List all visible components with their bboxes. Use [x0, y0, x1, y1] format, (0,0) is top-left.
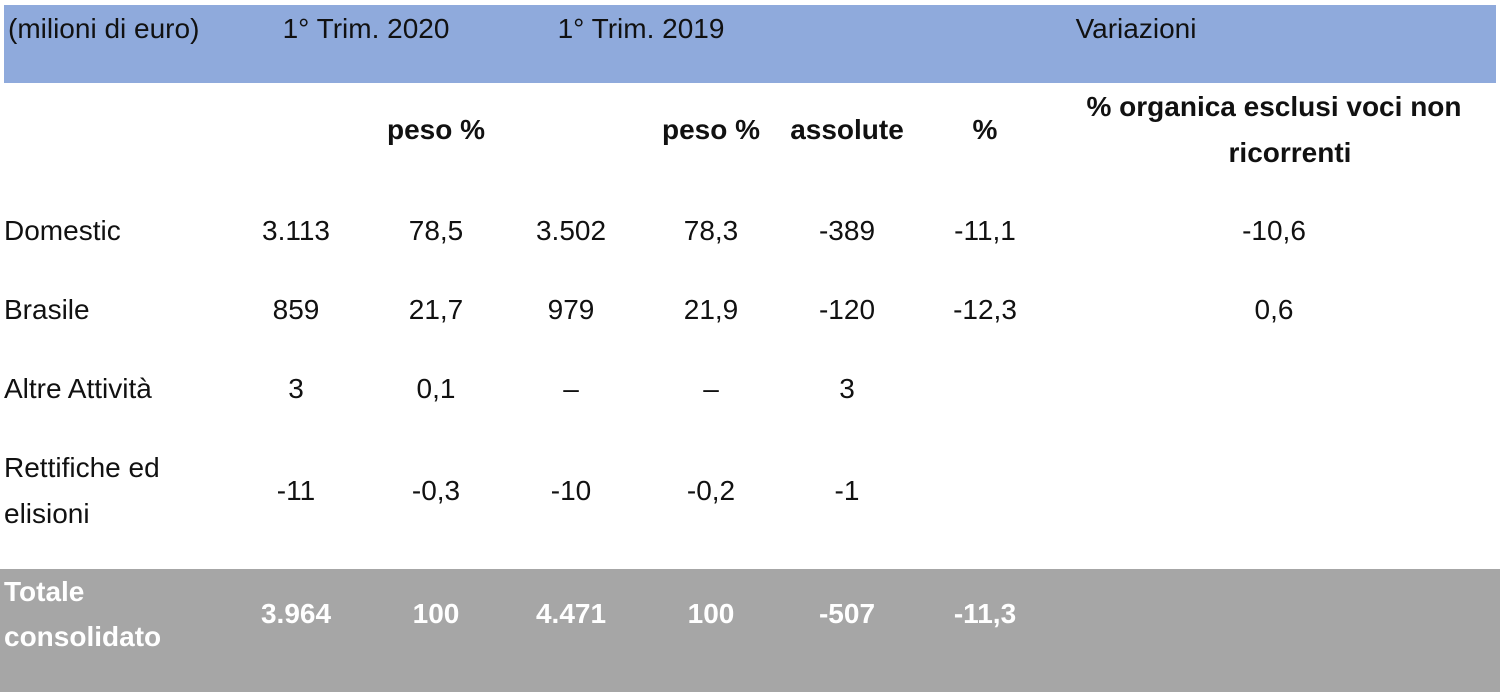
subheader-weight-2020: peso % [386, 114, 486, 145]
header-changes: Variazioni [1075, 13, 1197, 44]
header-period-2020: 1° Trim. 2020 [282, 13, 450, 44]
total-label-line1: Totale [4, 576, 85, 607]
cell-brasile-organic: 0,6 [1254, 294, 1294, 325]
table-header-band [4, 5, 1496, 83]
total-row-band [0, 569, 1500, 692]
cell-domestic-percent: -11,1 [954, 215, 1016, 246]
total-label-line2: consolidato [4, 621, 162, 652]
cell-rettifiche-weight-2020: -0,3 [411, 475, 461, 506]
cell-altre-absolute: 3 [839, 373, 855, 404]
cell-rettifiche-2020: -11 [276, 475, 316, 506]
cell-brasile-2019: 979 [547, 294, 595, 325]
cell-brasile-percent: -12,3 [953, 294, 1017, 325]
row-label-brasile: Brasile [4, 294, 90, 325]
subheader-organic-line1: % organica esclusi voci non [1086, 91, 1462, 122]
cell-domestic-organic: -10,6 [1242, 215, 1306, 246]
subheader-organic-line2: ricorrenti [1228, 137, 1352, 168]
cell-rettifiche-weight-2019: -0,2 [686, 475, 736, 506]
cell-rettifiche-absolute: -1 [834, 475, 860, 506]
row-label-rettifiche-line2: elisioni [4, 498, 90, 529]
total-absolute: -507 [818, 598, 876, 629]
cell-brasile-weight-2020: 21,7 [408, 294, 464, 325]
row-label-domestic: Domestic [4, 215, 121, 246]
subheader-weight-2019: peso % [661, 114, 761, 145]
total-2020: 3.964 [260, 598, 332, 629]
total-percent: -11,3 [953, 598, 1017, 629]
cell-altre-weight-2020: 0,1 [416, 373, 456, 404]
cell-domestic-absolute: -389 [818, 215, 876, 246]
subheader-absolute: assolute [790, 114, 904, 145]
row-label-altre-attivita: Altre Attività [4, 373, 152, 404]
subheader-percent: % [972, 114, 998, 145]
cell-domestic-2019: 3.502 [535, 215, 607, 246]
header-period-2019: 1° Trim. 2019 [557, 13, 725, 44]
cell-altre-2019: – [563, 373, 579, 404]
total-weight-2020: 100 [412, 598, 460, 629]
total-weight-2019: 100 [687, 598, 735, 629]
header-unit: (milioni di euro) [8, 13, 200, 44]
row-label-rettifiche-line1: Rettifiche ed [4, 452, 160, 483]
cell-altre-2020: 3 [288, 373, 304, 404]
cell-domestic-weight-2019: 78,3 [683, 215, 739, 246]
cell-brasile-weight-2019: 21,9 [683, 294, 739, 325]
cell-domestic-weight-2020: 78,5 [408, 215, 464, 246]
total-2019: 4.471 [535, 598, 607, 629]
cell-rettifiche-2019: -10 [550, 475, 592, 506]
cell-brasile-2020: 859 [272, 294, 320, 325]
cell-brasile-absolute: -120 [818, 294, 876, 325]
cell-altre-weight-2019: – [703, 373, 719, 404]
cell-domestic-2020: 3.113 [262, 215, 330, 246]
